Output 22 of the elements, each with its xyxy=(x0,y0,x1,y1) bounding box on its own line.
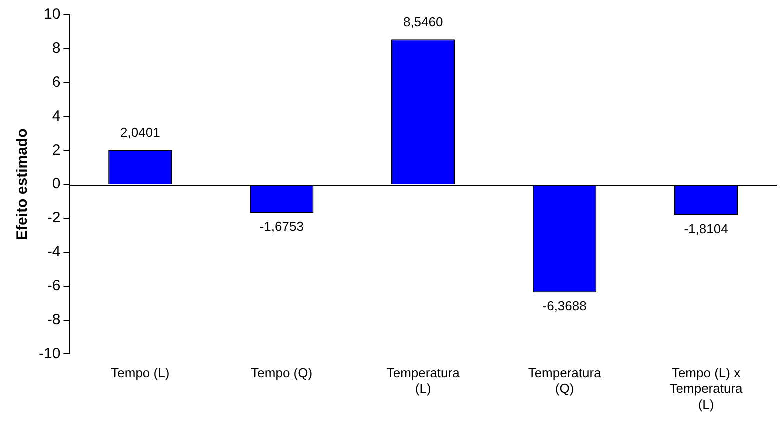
x-tick-label: Tempo (L) x Temperatura (L) xyxy=(670,366,744,412)
y-tick-label: 2 xyxy=(52,142,61,159)
data-label: -6,3688 xyxy=(542,298,587,314)
y-tick-label: -8 xyxy=(47,311,61,328)
y-tick-label: -10 xyxy=(38,345,61,362)
data-label: 2,0401 xyxy=(120,125,160,140)
y-tick-label: -4 xyxy=(47,244,61,261)
y-tick-label: 8 xyxy=(52,40,61,58)
y-tick-label: 6 xyxy=(52,74,61,91)
data-label: -1,6753 xyxy=(260,219,304,234)
y-axis-title: Efeito estimado xyxy=(14,128,32,240)
x-tick-label: Temperatura (Q) xyxy=(528,366,602,396)
x-tick-label: Temperatura (L) xyxy=(386,366,461,396)
data-label: -1,8104 xyxy=(684,221,728,236)
x-tick-label: Tempo (Q) xyxy=(251,366,313,381)
data-label: 8,5460 xyxy=(403,14,444,30)
y-tick-label: -6 xyxy=(47,278,61,294)
y-tick-label: 0 xyxy=(52,176,61,193)
y-tick-label: 4 xyxy=(52,108,61,125)
y-tick-label: 10 xyxy=(44,6,61,24)
y-tick-label: -2 xyxy=(47,210,61,227)
x-tick-label: Tempo (L) xyxy=(111,366,170,381)
